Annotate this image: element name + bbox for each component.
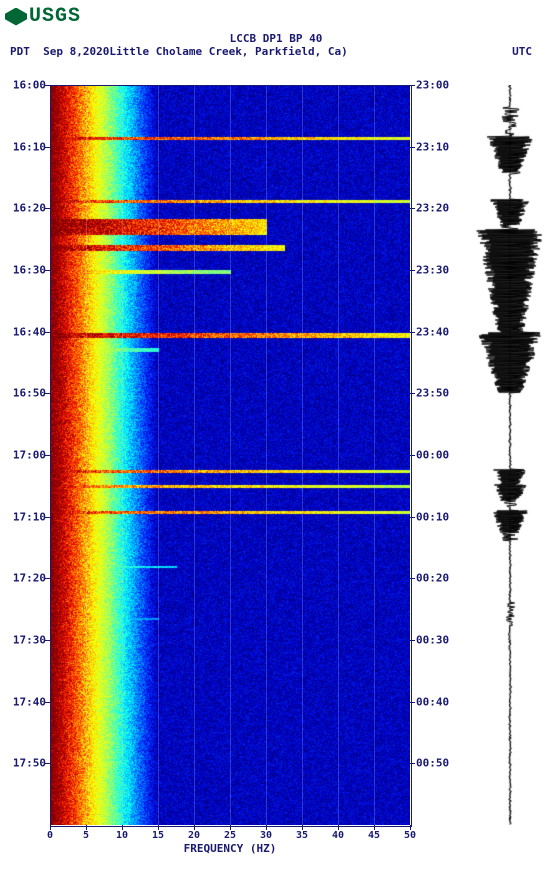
y-left-tick-label: 16:40 — [13, 325, 46, 338]
x-tick-label: 5 — [83, 830, 89, 841]
y-right-tick-label: 00:00 — [416, 449, 449, 462]
usgs-logo: USGS — [5, 5, 81, 28]
x-tick-label: 35 — [296, 830, 308, 841]
pdt-label: PDT — [10, 45, 30, 58]
y-right-tick-label: 00:30 — [416, 634, 449, 647]
date-label: Sep 8,2020 — [43, 45, 109, 58]
station-label: Little Cholame Creek, Parkfield, Ca) — [109, 45, 347, 58]
y-right-tick-label: 23:20 — [416, 202, 449, 215]
title-line1: LCCB DP1 BP 40 — [0, 32, 552, 45]
y-left-tick-label: 16:50 — [13, 387, 46, 400]
spectrogram-plot — [50, 85, 410, 825]
logo-wave-icon — [5, 8, 27, 26]
y-axis-left-pdt: 16:0016:1016:2016:3016:4016:5017:0017:10… — [0, 85, 48, 825]
x-tick-label: 25 — [224, 830, 236, 841]
seismogram-canvas — [475, 85, 545, 825]
y-left-tick-label: 16:20 — [13, 202, 46, 215]
x-tick-label: 10 — [116, 830, 128, 841]
utc-label: UTC — [512, 45, 532, 58]
y-right-tick-label: 00:10 — [416, 510, 449, 523]
y-right-tick-label: 00:50 — [416, 757, 449, 770]
x-tick-label: 50 — [404, 830, 416, 841]
x-tick-label: 45 — [368, 830, 380, 841]
y-right-tick-label: 23:10 — [416, 140, 449, 153]
x-tick-label: 40 — [332, 830, 344, 841]
y-left-tick-label: 16:30 — [13, 264, 46, 277]
plot-title: LCCB DP1 BP 40 PDT Sep 8,2020Little Chol… — [0, 32, 552, 58]
y-left-tick-label: 17:50 — [13, 757, 46, 770]
y-right-tick-label: 23:40 — [416, 325, 449, 338]
y-left-tick-label: 17:40 — [13, 695, 46, 708]
x-tick-label: 30 — [260, 830, 272, 841]
x-tick-label: 0 — [47, 830, 53, 841]
x-axis-label: FREQUENCY (HZ) — [50, 842, 410, 855]
y-axis-right-utc: 23:0023:1023:2023:3023:4023:5000:0000:10… — [412, 85, 462, 825]
y-right-tick-label: 00:40 — [416, 695, 449, 708]
y-left-tick-label: 17:00 — [13, 449, 46, 462]
y-left-tick-label: 17:30 — [13, 634, 46, 647]
y-right-tick-label: 23:50 — [416, 387, 449, 400]
y-right-tick-label: 00:20 — [416, 572, 449, 585]
y-left-tick-label: 17:10 — [13, 510, 46, 523]
seismogram-trace — [475, 85, 545, 825]
y-right-tick-label: 23:00 — [416, 79, 449, 92]
y-right-tick-label: 23:30 — [416, 264, 449, 277]
logo-text: USGS — [29, 5, 81, 28]
y-left-tick-label: 16:10 — [13, 140, 46, 153]
y-left-tick-label: 16:00 — [13, 79, 46, 92]
x-tick-label: 15 — [152, 830, 164, 841]
title-line2: PDT Sep 8,2020Little Cholame Creek, Park… — [0, 45, 552, 58]
y-left-tick-label: 17:20 — [13, 572, 46, 585]
x-tick-label: 20 — [188, 830, 200, 841]
